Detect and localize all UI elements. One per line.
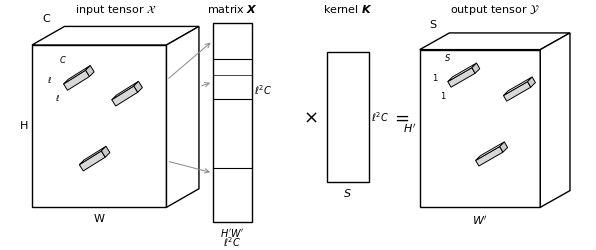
- Polygon shape: [166, 26, 199, 207]
- Polygon shape: [112, 81, 138, 100]
- Polygon shape: [541, 33, 570, 207]
- Polygon shape: [327, 52, 369, 182]
- Polygon shape: [64, 70, 89, 90]
- Polygon shape: [420, 33, 570, 50]
- Polygon shape: [112, 86, 138, 106]
- Polygon shape: [420, 50, 541, 207]
- Text: matrix $\boldsymbol{X}$: matrix $\boldsymbol{X}$: [207, 3, 257, 15]
- Polygon shape: [79, 146, 106, 165]
- Polygon shape: [448, 63, 477, 82]
- Polygon shape: [79, 151, 105, 171]
- Text: $=$: $=$: [391, 108, 409, 126]
- Polygon shape: [504, 82, 531, 101]
- Polygon shape: [499, 142, 508, 152]
- Text: $S$: $S$: [444, 52, 451, 62]
- Polygon shape: [64, 66, 90, 84]
- Polygon shape: [504, 77, 532, 96]
- Text: $S$: $S$: [343, 187, 352, 199]
- Text: $\ell$: $\ell$: [55, 93, 61, 103]
- Text: $\ell^2 C$: $\ell^2 C$: [223, 235, 241, 249]
- Text: $\ell^2 C$: $\ell^2 C$: [254, 83, 272, 97]
- Text: output tensor $\mathcal{Y}$: output tensor $\mathcal{Y}$: [450, 3, 539, 17]
- Polygon shape: [32, 45, 166, 207]
- Polygon shape: [476, 146, 503, 166]
- Text: $\ell^2 C$: $\ell^2 C$: [371, 110, 389, 124]
- Text: $H'$: $H'$: [403, 122, 416, 135]
- Polygon shape: [86, 66, 94, 76]
- Text: input tensor $\mathcal{X}$: input tensor $\mathcal{X}$: [74, 3, 156, 17]
- Polygon shape: [213, 23, 252, 222]
- Polygon shape: [101, 146, 110, 157]
- Text: W: W: [94, 214, 105, 224]
- Text: S: S: [429, 20, 436, 30]
- Text: $1$: $1$: [440, 90, 446, 102]
- Polygon shape: [476, 142, 504, 161]
- Polygon shape: [527, 77, 535, 87]
- Polygon shape: [134, 81, 142, 92]
- Text: $C$: $C$: [59, 54, 67, 66]
- Text: $W'$: $W'$: [472, 214, 488, 227]
- Text: C: C: [42, 14, 50, 24]
- Text: kernel $\boldsymbol{K}$: kernel $\boldsymbol{K}$: [323, 3, 372, 15]
- Text: $H'W'$: $H'W'$: [220, 227, 244, 239]
- Polygon shape: [448, 68, 475, 87]
- Polygon shape: [32, 26, 199, 45]
- Text: $1$: $1$: [432, 72, 438, 83]
- Text: H: H: [20, 121, 28, 131]
- Polygon shape: [472, 63, 480, 73]
- Text: $\times$: $\times$: [303, 108, 318, 126]
- Text: $\ell$: $\ell$: [47, 75, 52, 85]
